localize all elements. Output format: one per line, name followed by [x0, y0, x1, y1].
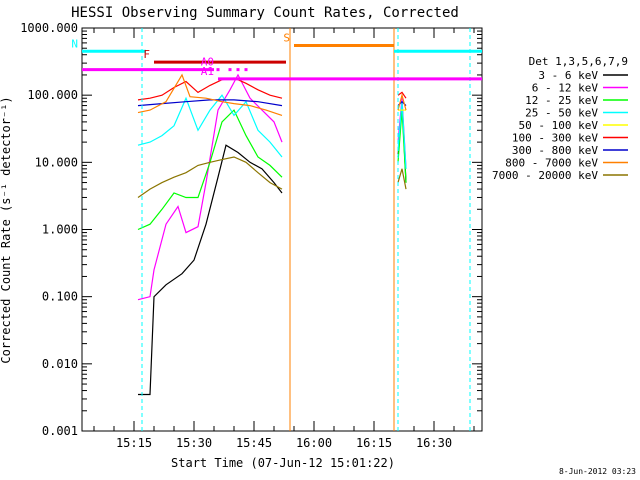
x-tick-label: 15:30 — [176, 436, 212, 450]
series-line-2 — [137, 109, 283, 231]
y-tick-label: 10.000 — [35, 155, 78, 169]
y-tick-label: 1000.000 — [20, 21, 78, 35]
series-group — [137, 73, 407, 396]
legend-title: Det 1,3,5,6,7,9 — [529, 55, 628, 68]
legend-label: 6 - 12 keV — [532, 82, 599, 95]
x-tick-label: 15:15 — [116, 436, 152, 450]
y-tick-label: 0.010 — [42, 357, 78, 371]
x-tick-label: 16:30 — [416, 436, 452, 450]
series-line-8 — [137, 156, 283, 198]
legend-label: 300 - 800 keV — [512, 144, 598, 157]
plot-frame — [81, 27, 483, 432]
legend-label: 800 - 7000 keV — [505, 157, 598, 170]
legend-label: 25 - 50 keV — [525, 107, 598, 120]
series-line-7 — [137, 73, 283, 116]
y-tick-label: 0.100 — [42, 290, 78, 304]
legend-label: 100 - 300 keV — [512, 132, 598, 145]
x-axis-label: Start Time (07-Jun-12 15:01:22) — [171, 456, 395, 470]
flag-label: A1 — [201, 65, 214, 78]
legend-label: 3 - 6 keV — [538, 69, 598, 82]
flag-label: S — [283, 31, 290, 44]
flag-label: F — [143, 48, 150, 61]
series-line-5 — [137, 77, 283, 101]
axis-ticks — [82, 27, 482, 432]
flag-dot — [236, 68, 240, 72]
y-tick-label: 1.000 — [42, 223, 78, 237]
series-line-1 — [137, 73, 283, 301]
x-tick-label: 15:45 — [236, 436, 272, 450]
x-tick-label: 16:00 — [296, 436, 332, 450]
date-stamp: 8-Jun-2012 03:23 — [559, 467, 636, 476]
x-tick-labels: 15:15 15:30 15:45 16:00 16:15 16:30 — [116, 436, 452, 450]
series-line-8 — [397, 168, 407, 190]
x-tick-label: 16:15 — [356, 436, 392, 450]
series-line-0 — [138, 144, 283, 396]
series-line-3 — [397, 101, 407, 169]
series-line-3 — [137, 94, 283, 158]
flag-dot — [228, 68, 232, 72]
series-line-7 — [397, 92, 407, 111]
chart-title: HESSI Observing Summary Count Rates, Cor… — [71, 5, 459, 21]
flag-dot — [216, 68, 220, 72]
y-tick-labels: 0.001 0.010 0.100 1.000 10.000 100.000 1000.00… — [20, 21, 78, 438]
y-axis-label: Corrected Count Rate (s⁻¹ detector⁻¹) — [0, 96, 13, 363]
legend-label: 50 - 100 keV — [519, 119, 599, 132]
flag-label: A0 — [201, 56, 214, 69]
legend-label: 12 - 25 keV — [525, 94, 598, 107]
flag-dot — [244, 68, 248, 72]
y-tick-label: 100.000 — [27, 88, 78, 102]
series-line-5 — [397, 91, 407, 99]
y-tick-label: 0.001 — [42, 424, 78, 438]
flag-label: N — [71, 37, 78, 50]
legend-label: 7000 - 20000 keV — [492, 169, 598, 182]
